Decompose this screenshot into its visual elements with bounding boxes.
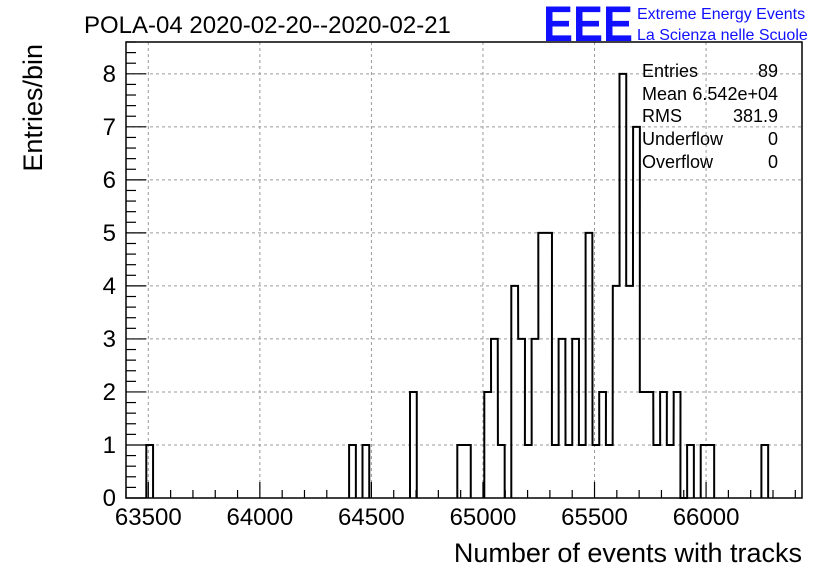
plot-frame [125,41,803,499]
x-tick-label: 63500 [115,504,182,531]
stats-underflow-value: 0 [768,129,778,149]
histogram-bin [761,445,768,498]
y-tick-label: 2 [103,379,116,406]
stats-rms-label: RMS [642,106,682,126]
stats-overflow-label: Overflow [642,152,714,172]
stats-overflow-value: 0 [768,152,778,172]
histogram-bin [552,445,559,498]
histogram-bin [525,445,532,498]
y-tick-label: 5 [103,220,116,247]
axes: 63500 64000 64500 65000 65500 66000 0 1 2 3 4 5 6 7 8 [103,41,796,531]
y-tick-label: 6 [103,167,116,194]
chart-title: POLA-04 2020-02-20--2020-02-21 [84,12,451,39]
histogram-bin [593,445,600,498]
eee-logo-line2: La Scienza nelle Scuole [637,27,808,44]
grid-lines [126,42,802,498]
x-tick-label: 65000 [450,504,517,531]
x-axis-label: Number of events with tracks [454,538,802,568]
histogram-bin [349,445,356,498]
y-tick-label: 3 [103,326,116,353]
eee-logo-mark: EEE [543,0,633,52]
y-tick-label: 7 [103,114,116,141]
stats-entries-value: 89 [758,61,778,81]
histogram-bin [707,445,714,498]
histogram-step-line [145,72,770,499]
histogram-bin [146,445,153,498]
y-tick-label: 0 [103,485,116,512]
stats-entries-label: Entries [642,61,698,81]
eee-logo-line1: Extreme Energy Events [637,6,805,23]
stats-rms-value: 381.9 [733,106,778,126]
histogram-bin [579,445,586,498]
histogram-bin [362,445,369,498]
y-tick-label: 8 [103,61,116,88]
histogram-bin [464,445,471,498]
histogram-bin [653,445,660,498]
x-tick-label: 65500 [561,504,628,531]
stats-mean-label: Mean [642,84,687,104]
stats-mean-value: 6.542e+04 [692,84,778,104]
histogram-bin [566,445,573,498]
histogram-bin [606,445,613,498]
y-tick-label: 4 [103,273,116,300]
y-axis-label: Entries/bin [18,44,48,172]
stats-underflow-label: Underflow [642,129,724,149]
x-tick-label: 64500 [338,504,405,531]
eee-logo: EEE Extreme Energy Events La Scienza nel… [543,0,808,52]
stats-box: Entries 89 Mean 6.542e+04 RMS 381.9 Unde… [642,61,778,172]
histogram-bin [667,445,674,498]
y-tick-label: 1 [103,432,116,459]
x-tick-label: 66000 [673,504,740,531]
x-tick-label: 64000 [226,504,293,531]
histogram-bin [498,445,505,498]
